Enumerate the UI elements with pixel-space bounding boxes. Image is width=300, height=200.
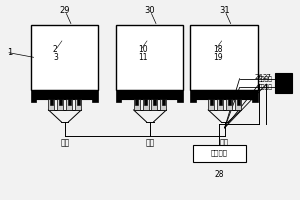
Bar	[226, 99, 232, 110]
Bar	[190, 25, 257, 90]
Bar	[66, 99, 72, 110]
Text: 18: 18	[213, 45, 222, 54]
Bar	[228, 99, 231, 105]
Bar	[75, 99, 81, 110]
Bar	[152, 99, 158, 110]
Bar	[134, 99, 140, 110]
Bar	[208, 99, 214, 110]
Bar	[118, 90, 180, 99]
Text: 26: 26	[255, 74, 263, 80]
Bar	[135, 99, 138, 105]
Text: 线束: 线束	[220, 139, 229, 148]
Text: 3: 3	[53, 53, 58, 62]
Bar	[31, 90, 36, 102]
Bar	[34, 90, 95, 99]
Bar	[31, 25, 98, 90]
Bar	[142, 99, 148, 110]
Bar	[219, 99, 222, 105]
Bar	[77, 99, 80, 105]
Text: 28: 28	[215, 170, 224, 179]
Text: 19: 19	[213, 53, 222, 62]
Bar	[252, 90, 257, 102]
Text: 10: 10	[138, 45, 148, 54]
Text: 1: 1	[7, 48, 12, 57]
Bar	[235, 99, 241, 110]
Bar	[193, 145, 246, 162]
Text: 2: 2	[53, 45, 58, 54]
Bar	[57, 99, 63, 110]
Text: 保持检测: 保持检测	[257, 85, 272, 90]
Bar	[275, 73, 292, 93]
Bar	[116, 25, 183, 90]
Bar	[92, 90, 98, 102]
Bar	[193, 90, 254, 99]
Bar	[160, 99, 166, 110]
Text: 29: 29	[60, 6, 70, 15]
Text: 11: 11	[138, 53, 148, 62]
Bar	[153, 99, 156, 105]
Bar	[59, 99, 62, 105]
Bar	[116, 90, 121, 102]
Text: 31: 31	[219, 6, 230, 15]
Text: 线束: 线束	[60, 139, 70, 148]
Bar	[50, 99, 53, 105]
Bar	[178, 90, 183, 102]
Text: 27: 27	[262, 74, 271, 80]
Bar	[217, 99, 223, 110]
Text: 线束: 线束	[146, 139, 154, 148]
Bar	[210, 99, 213, 105]
Text: 报警检测: 报警检测	[257, 76, 272, 82]
Bar	[237, 99, 240, 105]
Text: 控制单元: 控制单元	[211, 150, 228, 156]
Bar	[190, 90, 196, 102]
Bar	[49, 99, 54, 110]
Bar	[144, 99, 147, 105]
Text: 30: 30	[145, 6, 155, 15]
Bar	[162, 99, 165, 105]
Bar	[68, 99, 71, 105]
